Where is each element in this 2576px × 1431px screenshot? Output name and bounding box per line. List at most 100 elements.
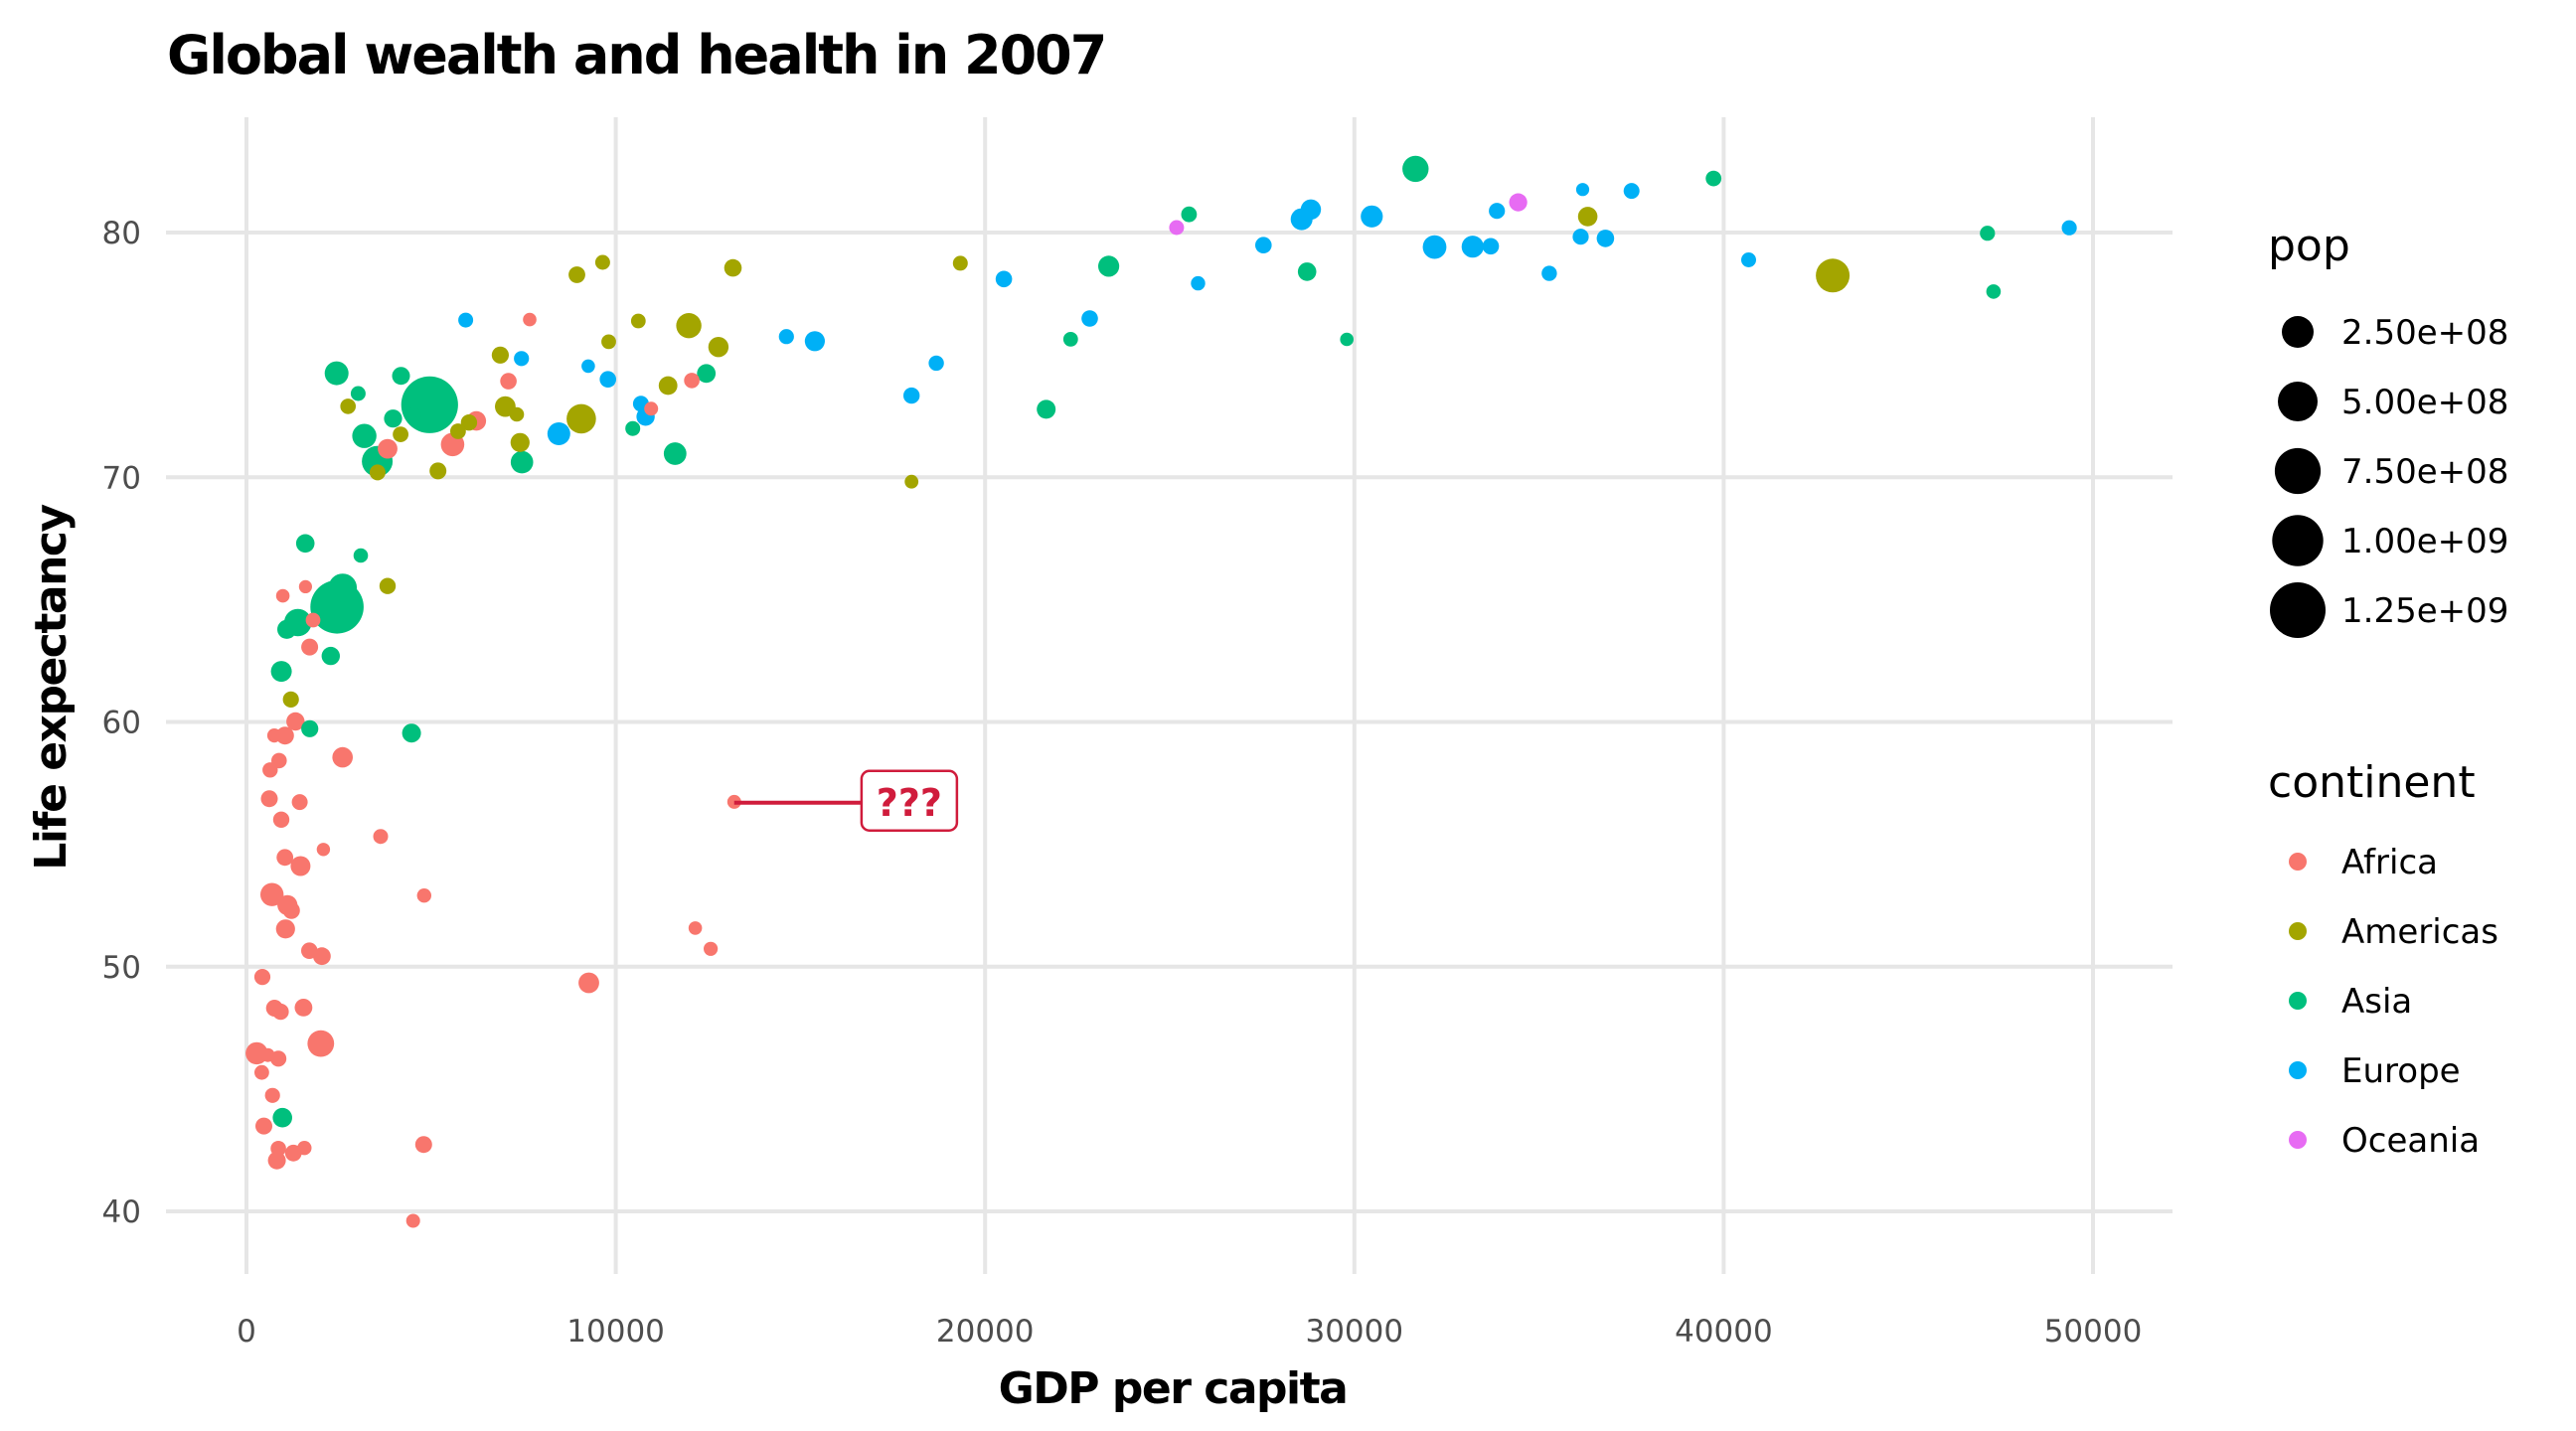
size-legend: pop 2.50e+08 5.00e+08 7.50e+08 1.00e+09 1.25…: [2268, 221, 2508, 638]
data-point: [1577, 207, 1598, 227]
data-point: [581, 359, 595, 374]
data-point: [290, 856, 311, 876]
data-point: [350, 386, 366, 401]
data-point: [904, 474, 919, 489]
data-point: [460, 414, 478, 431]
x-axis-title: GDP per capita: [999, 1363, 1348, 1414]
size-legend-key: [2270, 582, 2326, 638]
data-point: [658, 376, 678, 396]
color-legend-label: Americas: [2341, 912, 2498, 952]
data-point: [491, 346, 509, 364]
data-point: [514, 351, 530, 367]
data-point: [1575, 183, 1590, 197]
data-point: [1509, 193, 1528, 212]
data-point: [316, 843, 331, 857]
y-tick-label: 70: [102, 460, 141, 496]
data-point: [1986, 284, 2002, 299]
data-point: [995, 270, 1013, 288]
data-point: [510, 432, 530, 452]
data-point: [644, 401, 659, 416]
color-legend-key: [2289, 1131, 2307, 1149]
data-point: [2061, 220, 2077, 236]
size-legend-label: 7.50e+08: [2341, 452, 2508, 492]
data-point: [405, 1213, 420, 1228]
color-legend-label: Asia: [2341, 982, 2412, 1022]
data-point: [378, 438, 398, 459]
size-legend-key: [2282, 316, 2314, 348]
data-point: [270, 661, 292, 683]
data-point: [328, 573, 358, 602]
data-point: [1191, 275, 1206, 291]
data-point: [392, 367, 410, 386]
data-point: [340, 398, 357, 414]
color-legend-key: [2289, 922, 2307, 940]
data-point: [1623, 183, 1640, 200]
data-point: [1361, 205, 1383, 228]
data-point: [630, 313, 646, 329]
data-point: [1541, 265, 1557, 281]
data-point: [416, 888, 431, 903]
data-point: [275, 919, 295, 939]
annotation-label: ???: [877, 781, 942, 825]
data-point: [353, 548, 369, 563]
data-point: [286, 712, 305, 731]
chart-title: Global wealth and health in 2007: [167, 24, 1105, 86]
data-point: [414, 1136, 432, 1154]
size-legend-title: pop: [2268, 221, 2350, 271]
data-point: [369, 464, 386, 481]
data-point: [458, 312, 474, 328]
data-point: [282, 901, 300, 919]
data-point: [663, 442, 687, 465]
data-point: [1081, 310, 1098, 327]
data-point: [510, 450, 534, 474]
size-legend-key: [2278, 382, 2318, 421]
color-legend-label: Europe: [2341, 1051, 2461, 1091]
data-point: [301, 942, 318, 959]
color-legend-key: [2289, 1061, 2307, 1079]
annotation: ???: [733, 769, 959, 833]
data-point: [1741, 252, 1756, 267]
data-point: [1572, 229, 1589, 245]
data-point: [450, 423, 466, 439]
data-point: [305, 612, 321, 628]
data-point: [332, 746, 354, 768]
annotation-label-box: [860, 769, 959, 833]
data-point: [903, 387, 920, 404]
x-tick-label: 30000: [1305, 1314, 1403, 1350]
data-point: [262, 762, 278, 778]
data-point: [373, 829, 389, 845]
data-point: [1465, 241, 1481, 257]
data-point: [253, 969, 271, 986]
data-point: [1169, 220, 1185, 236]
y-tick-label: 80: [102, 216, 141, 251]
data-point: [676, 313, 702, 339]
data-point: [594, 254, 610, 270]
x-tick-label: 10000: [566, 1314, 665, 1350]
data-point: [301, 638, 319, 656]
data-point: [708, 337, 729, 358]
y-axis-title: Life expectancy: [26, 505, 77, 871]
data-point: [568, 266, 585, 283]
data-point: [523, 312, 537, 327]
data-point: [270, 1141, 286, 1157]
data-point: [1340, 332, 1354, 347]
data-point: [264, 1087, 280, 1103]
data-point: [324, 361, 349, 386]
size-legend-label: 2.50e+08: [2341, 313, 2508, 353]
data-point: [1255, 237, 1272, 253]
data-point: [509, 406, 525, 422]
data-point: [1596, 230, 1615, 247]
data-point: [547, 422, 570, 445]
data-point: [599, 371, 616, 389]
data-point: [1098, 255, 1120, 277]
data-point: [291, 794, 308, 811]
data-point: [1489, 203, 1506, 220]
data-points: [245, 155, 2077, 1228]
y-tick-label: 40: [102, 1194, 141, 1230]
data-point: [321, 646, 340, 666]
data-point: [255, 1117, 272, 1135]
data-point: [260, 790, 278, 808]
data-point: [260, 1047, 275, 1062]
size-legend-label: 1.00e+09: [2341, 522, 2508, 561]
